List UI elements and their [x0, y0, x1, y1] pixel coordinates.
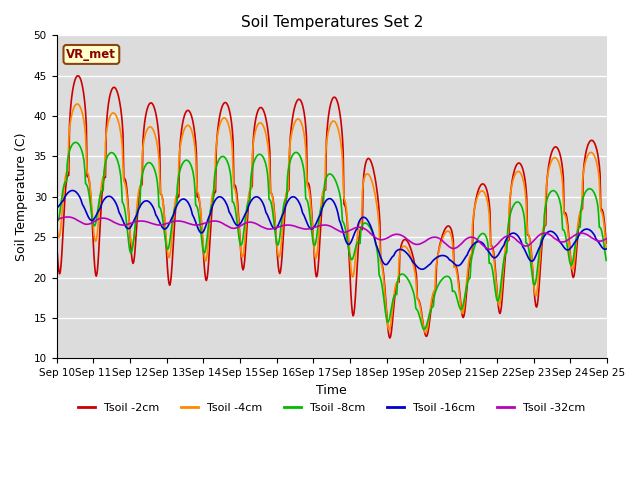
- Title: Soil Temperatures Set 2: Soil Temperatures Set 2: [241, 15, 423, 30]
- Y-axis label: Soil Temperature (C): Soil Temperature (C): [15, 132, 28, 261]
- X-axis label: Time: Time: [316, 384, 347, 396]
- Legend: Tsoil -2cm, Tsoil -4cm, Tsoil -8cm, Tsoil -16cm, Tsoil -32cm: Tsoil -2cm, Tsoil -4cm, Tsoil -8cm, Tsoi…: [74, 398, 589, 417]
- Text: VR_met: VR_met: [67, 48, 116, 61]
